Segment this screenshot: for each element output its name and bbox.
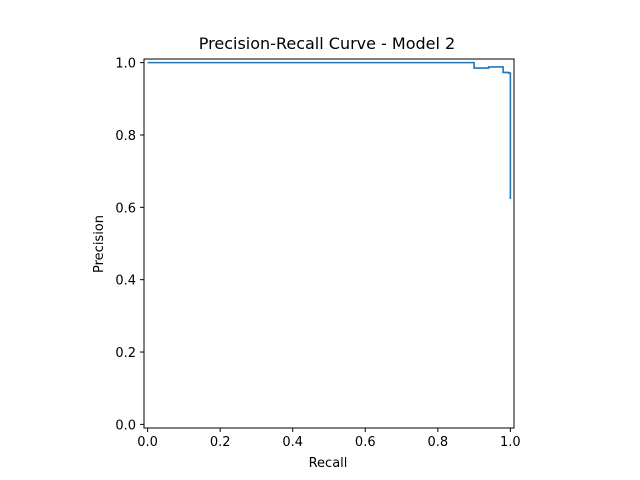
y-tick-label: 0.8 <box>115 129 136 144</box>
x-tick-label: 0.6 <box>355 435 376 450</box>
x-tick-label: 0.4 <box>282 435 303 450</box>
y-tick-label: 0.4 <box>115 274 136 289</box>
x-axis-label: Recall <box>309 456 348 471</box>
y-tick-label: 0.6 <box>115 201 136 216</box>
y-tick-label: 0.2 <box>115 346 136 361</box>
y-tick-label: 0.0 <box>115 418 136 433</box>
x-tick-label: 1.0 <box>500 435 521 450</box>
x-tick-label: 0.0 <box>137 435 158 450</box>
x-tick-label: 0.2 <box>210 435 231 450</box>
plot-frame <box>143 58 515 429</box>
chart-title: Precision-Recall Curve - Model 2 <box>199 34 455 53</box>
pr-curve-line <box>147 61 512 199</box>
x-tick-label: 0.8 <box>427 435 448 450</box>
plot-area: 0.0 0.2 0.4 0.6 0.8 1.0 0.0 0.2 0.4 0.6 0.8 1.0 <box>115 57 520 450</box>
y-tick-label: 1.0 <box>115 57 136 72</box>
y-axis-label: Precision <box>92 215 107 273</box>
